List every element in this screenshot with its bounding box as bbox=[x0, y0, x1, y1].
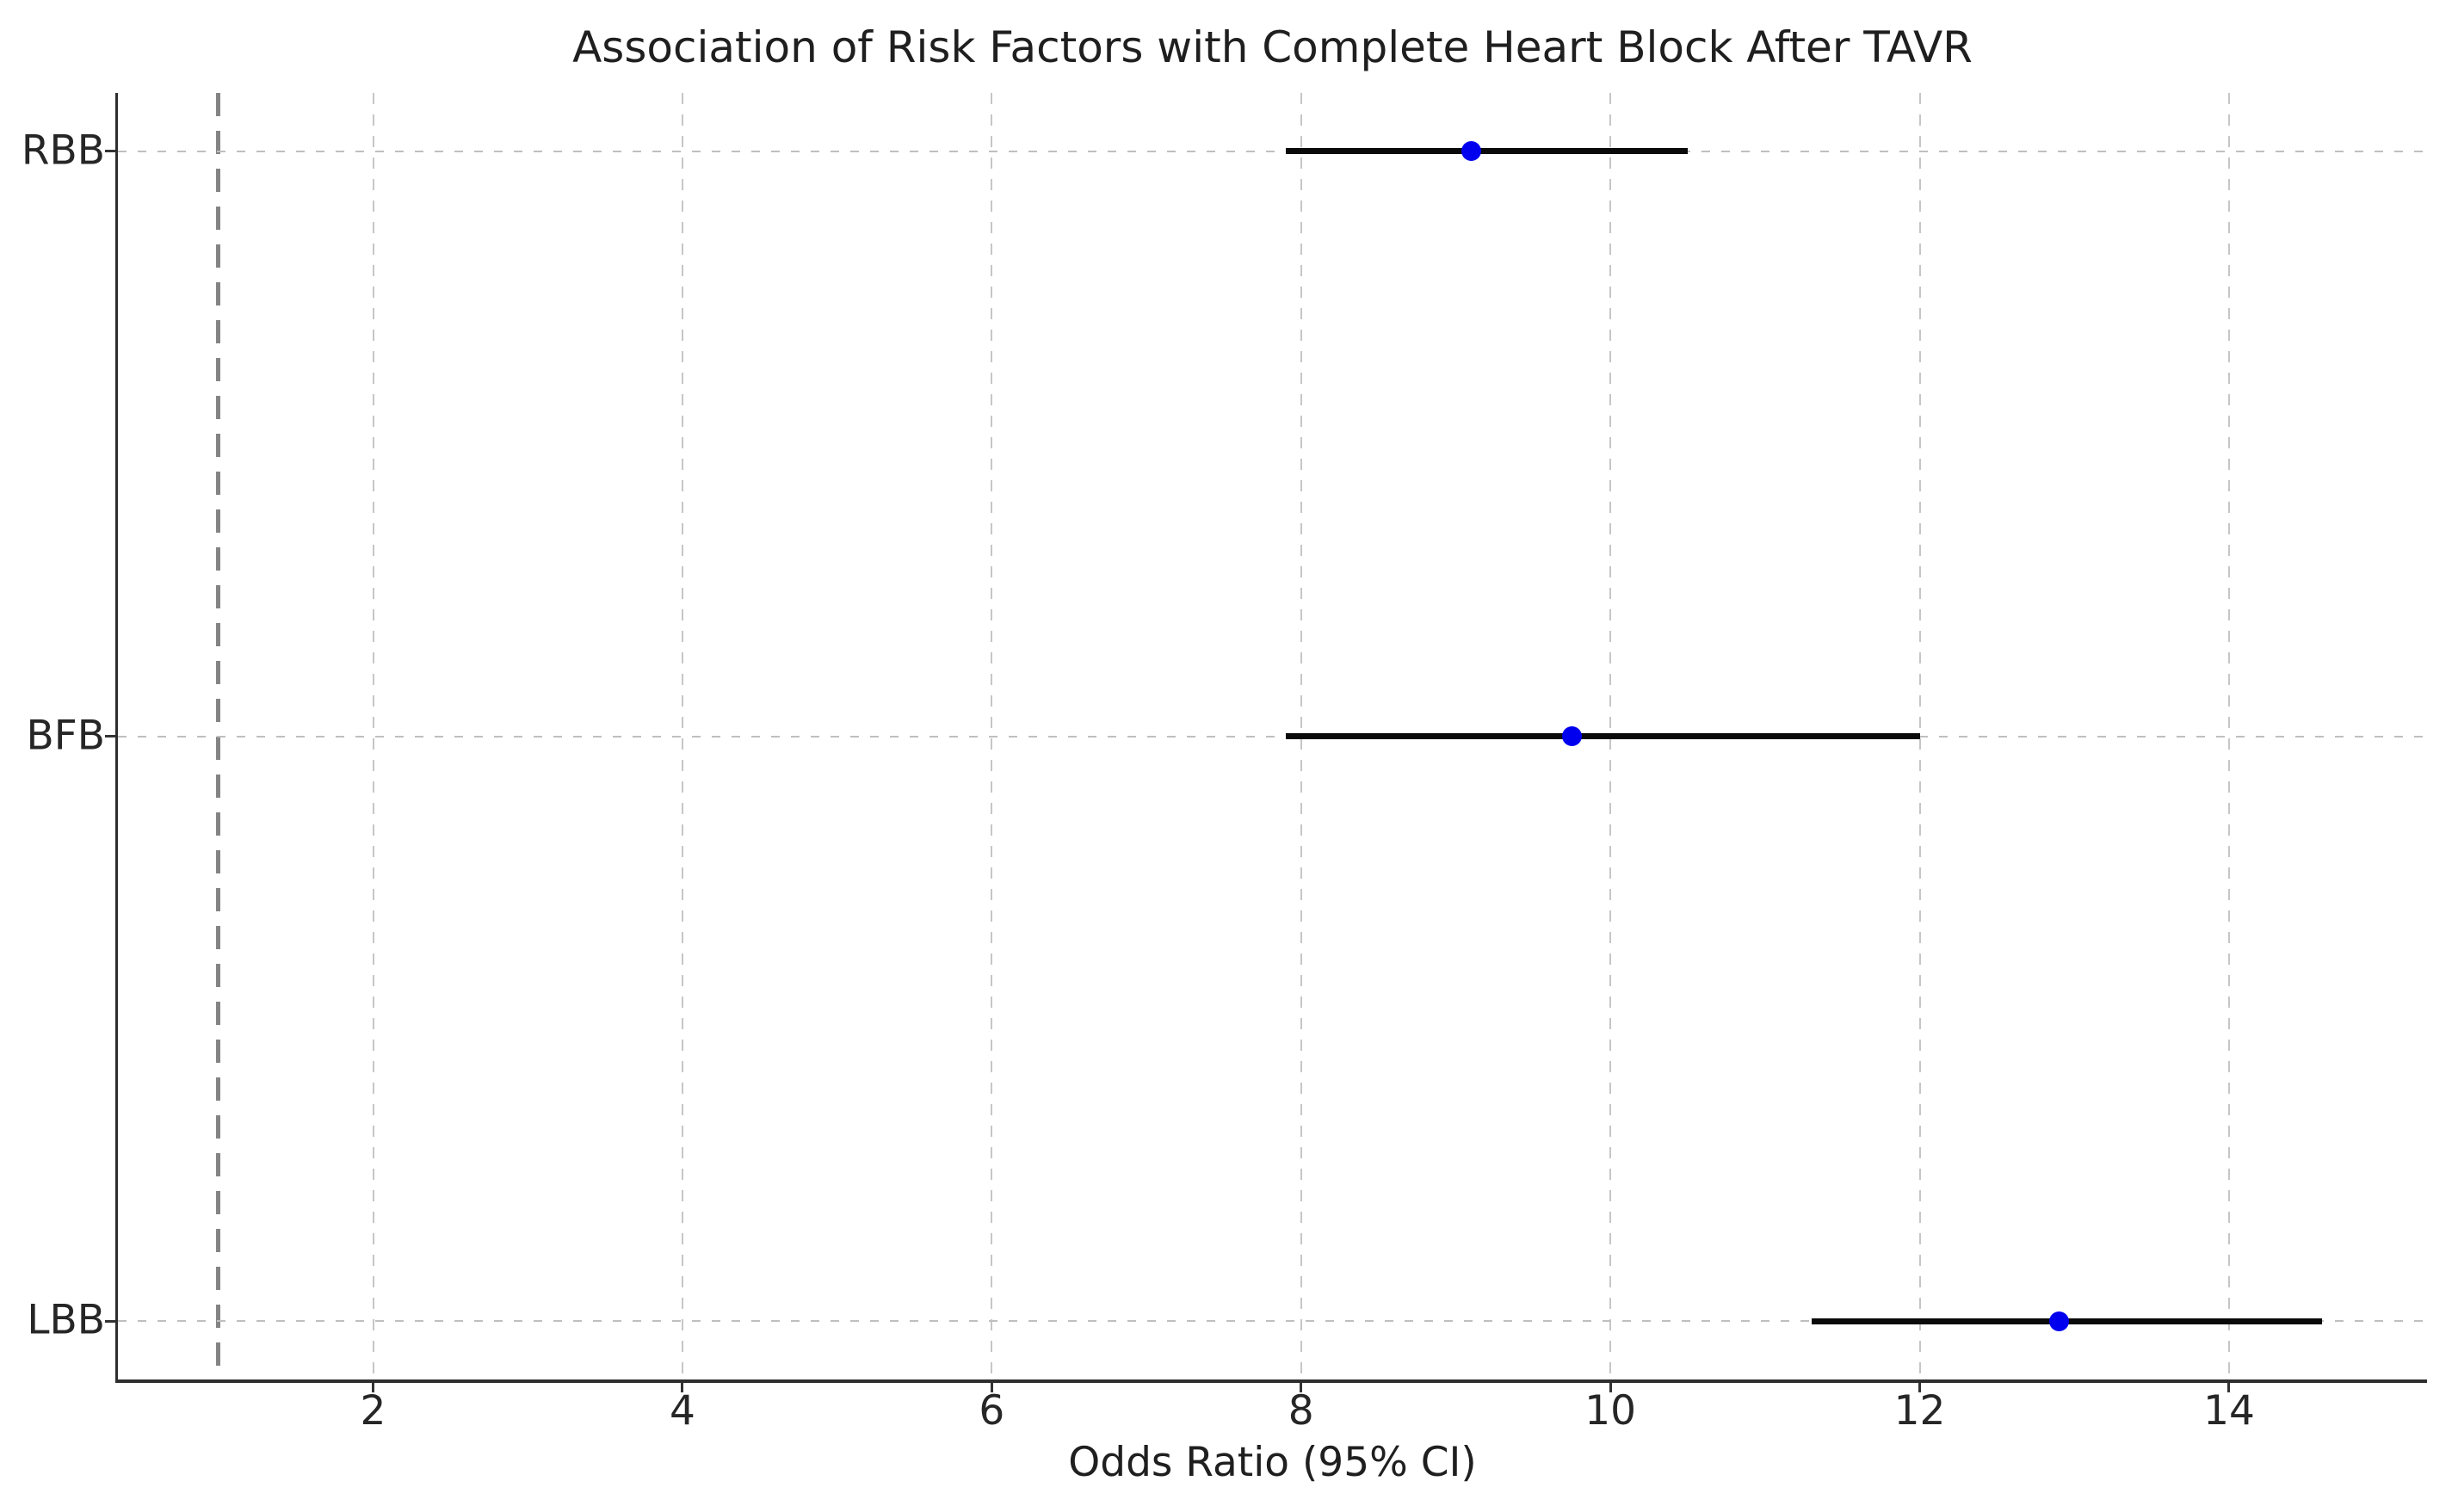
odds-ratio-marker bbox=[1561, 726, 1582, 746]
y-tick-label: RBB bbox=[21, 127, 105, 175]
x-tick-label: 10 bbox=[1584, 1387, 1637, 1435]
odds-ratio-marker bbox=[2048, 1311, 2069, 1331]
y-tick-label: LBB bbox=[27, 1296, 105, 1344]
x-tick-label: 2 bbox=[360, 1387, 386, 1435]
x-tick-mark bbox=[1300, 1379, 1303, 1392]
odds-ratio-marker bbox=[1461, 141, 1481, 162]
x-tick-mark bbox=[990, 1379, 993, 1392]
x-tick-label: 12 bbox=[1893, 1387, 1946, 1435]
x-tick-mark bbox=[1609, 1379, 1612, 1392]
x-tick-mark bbox=[1918, 1379, 1922, 1392]
x-tick-label: 14 bbox=[2203, 1387, 2255, 1435]
x-tick-mark bbox=[681, 1379, 684, 1392]
horizontal-gridline bbox=[118, 1320, 2427, 1323]
horizontal-gridline bbox=[118, 735, 2427, 737]
x-tick-mark bbox=[372, 1379, 374, 1392]
x-tick-mark bbox=[2227, 1379, 2231, 1392]
confidence-interval-bar bbox=[1285, 733, 1920, 739]
y-tick-mark bbox=[105, 735, 118, 737]
x-axis-label: Odds Ratio (95% CI) bbox=[1068, 1439, 1477, 1486]
y-tick-mark bbox=[105, 150, 118, 153]
left-axis-spine bbox=[115, 93, 118, 1383]
bottom-axis-spine bbox=[115, 1379, 2427, 1383]
confidence-interval-bar bbox=[1285, 148, 1688, 155]
horizontal-gridline bbox=[118, 150, 2427, 152]
y-tick-label: BFB bbox=[26, 711, 105, 759]
y-tick-mark bbox=[105, 1319, 118, 1323]
x-tick-label: 4 bbox=[669, 1387, 695, 1435]
chart-title: Association of Risk Factors with Complet… bbox=[572, 22, 1973, 72]
x-tick-label: 8 bbox=[1288, 1387, 1314, 1435]
x-tick-label: 6 bbox=[979, 1387, 1005, 1435]
